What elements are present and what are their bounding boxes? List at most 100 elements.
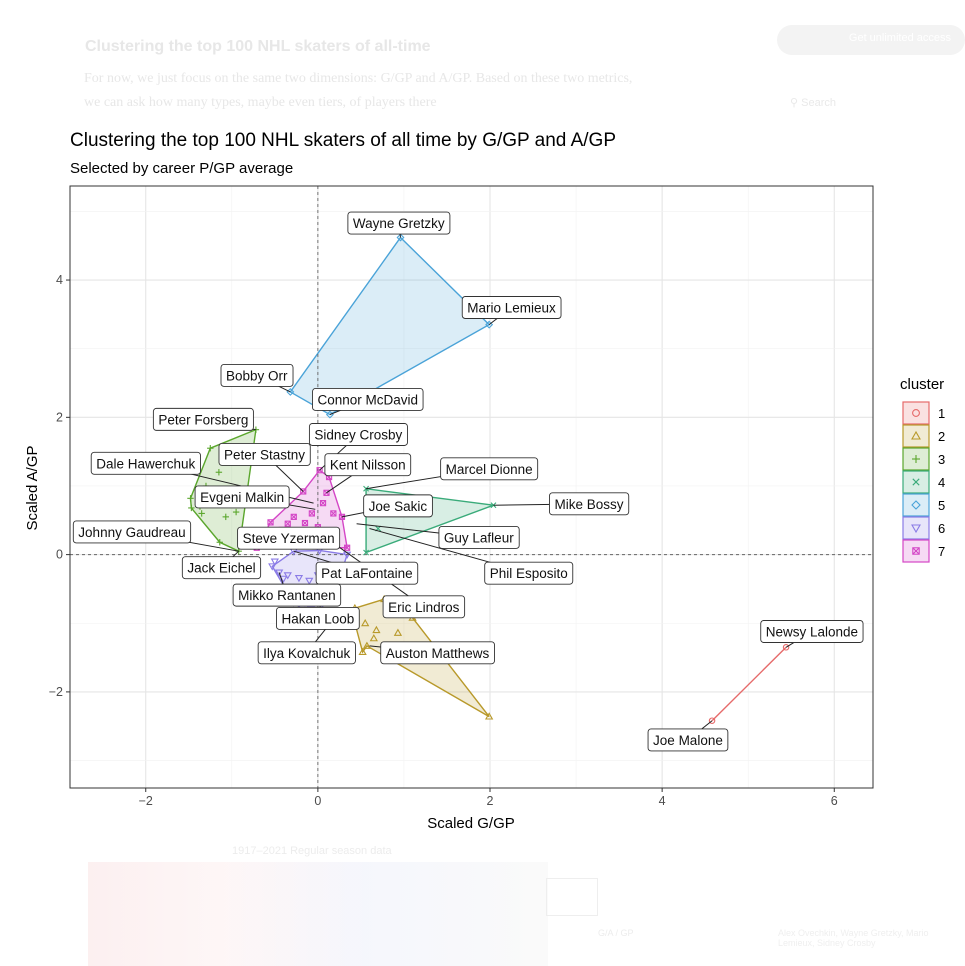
point-cluster-7-24	[284, 520, 291, 527]
x-axis-title: Scaled G/GP	[427, 815, 515, 832]
legend-label: 2	[938, 429, 945, 444]
gridlines	[70, 186, 873, 788]
point-cluster-7-21	[301, 519, 309, 527]
cluster-legend: cluster 1 2 3 4 5 6 7	[900, 376, 945, 563]
legend-entry-5: 5	[902, 493, 945, 517]
legend-symbol	[911, 500, 921, 510]
player-label: Johnny Gaudreau	[72, 520, 192, 544]
search-label: Search	[801, 97, 836, 109]
point-cluster-3-5	[207, 445, 214, 452]
legend-symbol	[911, 524, 921, 534]
legend-entry-4: 4	[902, 470, 945, 494]
legend-label: 4	[938, 475, 945, 490]
player-label-box	[760, 620, 864, 643]
point-cluster-2-5	[358, 647, 367, 656]
player-label: Mario Lemieux	[461, 296, 562, 319]
legend-label: 6	[938, 521, 945, 536]
point-cluster-7-22	[330, 510, 337, 517]
legend-entry-2: 2	[902, 424, 945, 448]
point-cluster-3-9	[232, 508, 240, 516]
point-cluster-6-7	[274, 569, 284, 577]
player-label-box	[549, 492, 630, 516]
player-label: Hakan Loob	[276, 607, 360, 630]
player-label-box	[276, 607, 360, 630]
player-label-text: Guy Lafleur	[444, 530, 514, 545]
y-axis-title: Scaled A/GP	[24, 445, 41, 530]
player-label-box	[315, 561, 419, 585]
point-cluster-7-10	[290, 513, 297, 520]
point-cluster-3-10	[198, 510, 205, 517]
player-label: Guy Lafleur	[438, 526, 520, 549]
player-label-text: Bobby Orr	[226, 368, 288, 383]
point-cluster-2-3	[484, 712, 494, 720]
legend-key	[902, 516, 930, 540]
point-cluster-5-0	[396, 233, 405, 242]
player-label: Joe Malone	[647, 728, 729, 752]
player-label-text: Kent Nilsson	[330, 458, 406, 473]
legend-key	[902, 401, 930, 425]
get-access-button[interactable]: Get unlimited access	[777, 25, 965, 55]
point-cluster-2-7	[372, 625, 381, 634]
point-cluster-2-11	[361, 618, 370, 627]
player-label-box	[363, 494, 433, 518]
point-cluster-6-0	[268, 563, 277, 571]
player-label-text: Connor McDavid	[318, 392, 419, 407]
player-label: Steve Yzerman	[237, 526, 341, 550]
player-label: Mike Bossy	[549, 492, 630, 516]
player-label-box	[152, 407, 254, 431]
legend-entry-1: 1	[902, 401, 945, 425]
point-cluster-7-8	[319, 500, 327, 507]
player-label-box	[484, 561, 574, 585]
player-label: Marcel Dionne	[440, 457, 539, 481]
background-footer-text: Alex Ovechkin, Wayne Gretzky, Mario Lemi…	[778, 928, 929, 948]
point-cluster-7-9	[308, 510, 315, 517]
player-label-text: Ilya Kovalchuk	[263, 646, 350, 661]
player-label-box	[438, 526, 520, 549]
player-label-text: Sidney Crosby	[314, 427, 402, 442]
player-label-box	[218, 442, 311, 466]
player-label-text: Phil Esposito	[490, 566, 568, 581]
legend-entry-6: 6	[902, 516, 945, 540]
player-label-box	[440, 457, 539, 481]
y-tick-label: 2	[56, 410, 63, 424]
get-access-label: Get unlimited access	[848, 32, 951, 44]
legend-title: cluster	[900, 376, 944, 393]
background-legend-box	[546, 878, 598, 916]
chart-background	[60, 122, 965, 840]
player-label-box	[194, 485, 290, 509]
player-label: Mikko Rantanen	[232, 583, 342, 607]
point-cluster-2-9	[369, 634, 378, 642]
player-label: Peter Forsberg	[152, 407, 254, 431]
player-label: Pat LaFontaine	[315, 561, 419, 585]
legend-label: 7	[938, 544, 945, 559]
player-label-box	[257, 641, 356, 665]
player-label-text: Joe Sakic	[369, 499, 428, 514]
cluster-hull-1	[711, 646, 787, 722]
plot-panel-border	[69, 185, 874, 789]
legend-entry-3: 3	[902, 447, 945, 471]
point-cluster-3-2	[216, 539, 223, 546]
x-tick-label: −2	[139, 794, 153, 808]
player-label-box	[647, 728, 729, 752]
player-label-text: Jack Eichel	[187, 561, 255, 576]
legend-symbol	[912, 478, 920, 486]
point-cluster-7-3	[344, 544, 351, 551]
player-label-text: Mario Lemieux	[467, 300, 556, 315]
point-cluster-1-1	[782, 644, 790, 651]
player-label-box	[72, 520, 192, 544]
player-label-box	[347, 211, 451, 235]
player-label-box	[461, 296, 562, 319]
x-tick-label: 2	[487, 794, 494, 808]
point-cluster-2-8	[393, 628, 403, 636]
player-label-text: Steve Yzerman	[243, 531, 335, 546]
point-cluster-3-4	[187, 495, 194, 502]
legend-symbol	[911, 430, 921, 440]
player-label-text: Evgeni Malkin	[200, 490, 284, 505]
background-heatmap-strip	[88, 862, 548, 966]
axes: −2 0 2 4 6 −2 0 2 4	[49, 273, 838, 808]
chart-subtitle: Selected by career P/GP average	[70, 160, 293, 177]
search-link[interactable]: ⚲ Search	[790, 97, 836, 109]
player-label-box	[382, 595, 466, 619]
player-label: Evgeni Malkin	[194, 485, 290, 509]
